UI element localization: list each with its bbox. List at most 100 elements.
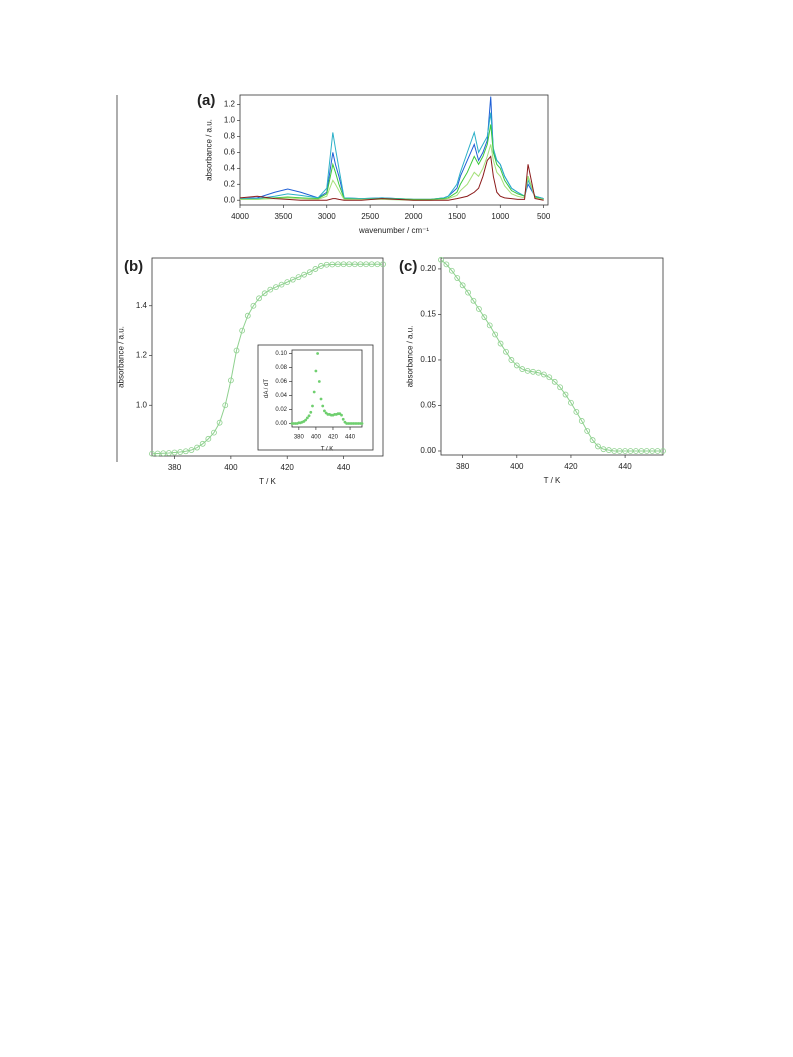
- data-point: [508, 357, 515, 363]
- data-point: [205, 435, 212, 442]
- y-tick-label: 0.4: [224, 163, 236, 172]
- plot-frame: [440, 257, 664, 456]
- data-point: [605, 447, 612, 453]
- data-point: [557, 384, 564, 391]
- data-point: [654, 448, 661, 454]
- panel-label: (b): [124, 258, 143, 275]
- data-point: [448, 267, 455, 274]
- data-line: [239, 96, 544, 200]
- x-axis-label: T / K: [544, 476, 561, 485]
- plot-frame: [291, 349, 363, 428]
- data-line: [240, 144, 544, 201]
- data-point: [481, 314, 488, 321]
- data-point: [171, 449, 178, 456]
- data-point: [289, 276, 296, 283]
- data-point: [160, 450, 167, 457]
- y-tick-label: 0.10: [275, 351, 287, 357]
- y-axis-label: absorbance / a.u.: [116, 326, 125, 388]
- x-axis-label: T / K: [321, 447, 334, 453]
- data-point: [562, 391, 569, 398]
- data-point: [530, 368, 536, 375]
- data-point: [374, 261, 381, 268]
- data-point: [340, 413, 343, 417]
- data-point: [323, 261, 330, 268]
- y-tick-label: 0.10: [420, 355, 436, 364]
- data-point: [306, 269, 313, 276]
- data-point: [311, 404, 314, 408]
- y-tick-label: 1.2: [224, 100, 236, 109]
- inset-frame: [257, 344, 374, 451]
- x-tick-label: 440: [618, 462, 632, 471]
- data-point: [454, 275, 461, 281]
- data-point: [360, 422, 364, 425]
- data-point: [611, 448, 618, 454]
- y-axis-label: dA / dT: [264, 379, 270, 398]
- data-point: [351, 261, 358, 268]
- data-point: [261, 290, 268, 297]
- y-axis-label: absorbance / a.u.: [204, 119, 213, 181]
- data-point: [643, 448, 650, 454]
- x-axis-label: T / K: [259, 477, 276, 486]
- panel-label: (a): [197, 92, 215, 109]
- x-tick-label: 440: [337, 463, 351, 472]
- data-point: [584, 428, 591, 434]
- y-tick-label: 0.05: [420, 401, 436, 410]
- x-tick-label: 1500: [448, 212, 466, 221]
- data-point: [660, 448, 666, 454]
- y-tick-label: 0.06: [275, 379, 287, 385]
- data-point: [627, 448, 634, 454]
- x-tick-label: 400: [224, 463, 238, 472]
- data-point: [622, 448, 628, 454]
- data-point: [318, 263, 324, 269]
- x-tick-label: 1000: [491, 212, 509, 221]
- data-point: [535, 369, 542, 376]
- data-point: [616, 448, 623, 454]
- data-point: [551, 378, 558, 385]
- data-point: [465, 289, 471, 296]
- y-tick-label: 1.0: [136, 400, 148, 409]
- data-point: [304, 418, 308, 422]
- data-point: [519, 366, 526, 372]
- data-point: [540, 371, 547, 378]
- data-point: [638, 448, 645, 454]
- data-point: [314, 369, 318, 373]
- data-point: [589, 437, 596, 443]
- data-point: [199, 440, 206, 447]
- x-tick-label: 420: [328, 435, 339, 441]
- data-point: [324, 411, 328, 415]
- data-point: [357, 261, 364, 268]
- data-point: [211, 429, 217, 436]
- x-tick-label: 400: [311, 435, 322, 441]
- y-tick-label: 0.8: [224, 132, 236, 141]
- y-tick-label: 0.2: [224, 179, 236, 188]
- x-tick-label: 2000: [405, 212, 423, 221]
- data-line: [151, 263, 383, 455]
- data-point: [459, 282, 466, 289]
- data-point: [513, 362, 520, 369]
- data-point: [503, 348, 509, 355]
- data-point: [295, 274, 302, 281]
- data-point: [256, 295, 262, 302]
- data-point: [177, 449, 184, 455]
- data-point: [154, 450, 161, 457]
- data-point: [486, 322, 493, 329]
- data-line: [240, 112, 544, 200]
- data-point: [222, 402, 229, 409]
- y-tick-label: 1.2: [136, 351, 148, 360]
- data-point: [273, 284, 279, 291]
- data-point: [317, 380, 321, 383]
- data-point: [316, 352, 320, 355]
- y-tick-label: 0.0: [224, 195, 236, 204]
- data-point: [476, 306, 482, 312]
- y-axis-label: absorbance / a.u.: [405, 326, 414, 388]
- x-tick-label: 2500: [361, 212, 379, 221]
- x-tick-label: 380: [456, 462, 470, 471]
- data-point: [341, 417, 345, 421]
- data-point: [267, 286, 274, 293]
- data-point: [470, 297, 477, 304]
- x-tick-label: 3500: [274, 212, 292, 221]
- data-point: [149, 450, 155, 457]
- y-tick-label: 1.4: [136, 301, 148, 310]
- data-point: [568, 399, 574, 406]
